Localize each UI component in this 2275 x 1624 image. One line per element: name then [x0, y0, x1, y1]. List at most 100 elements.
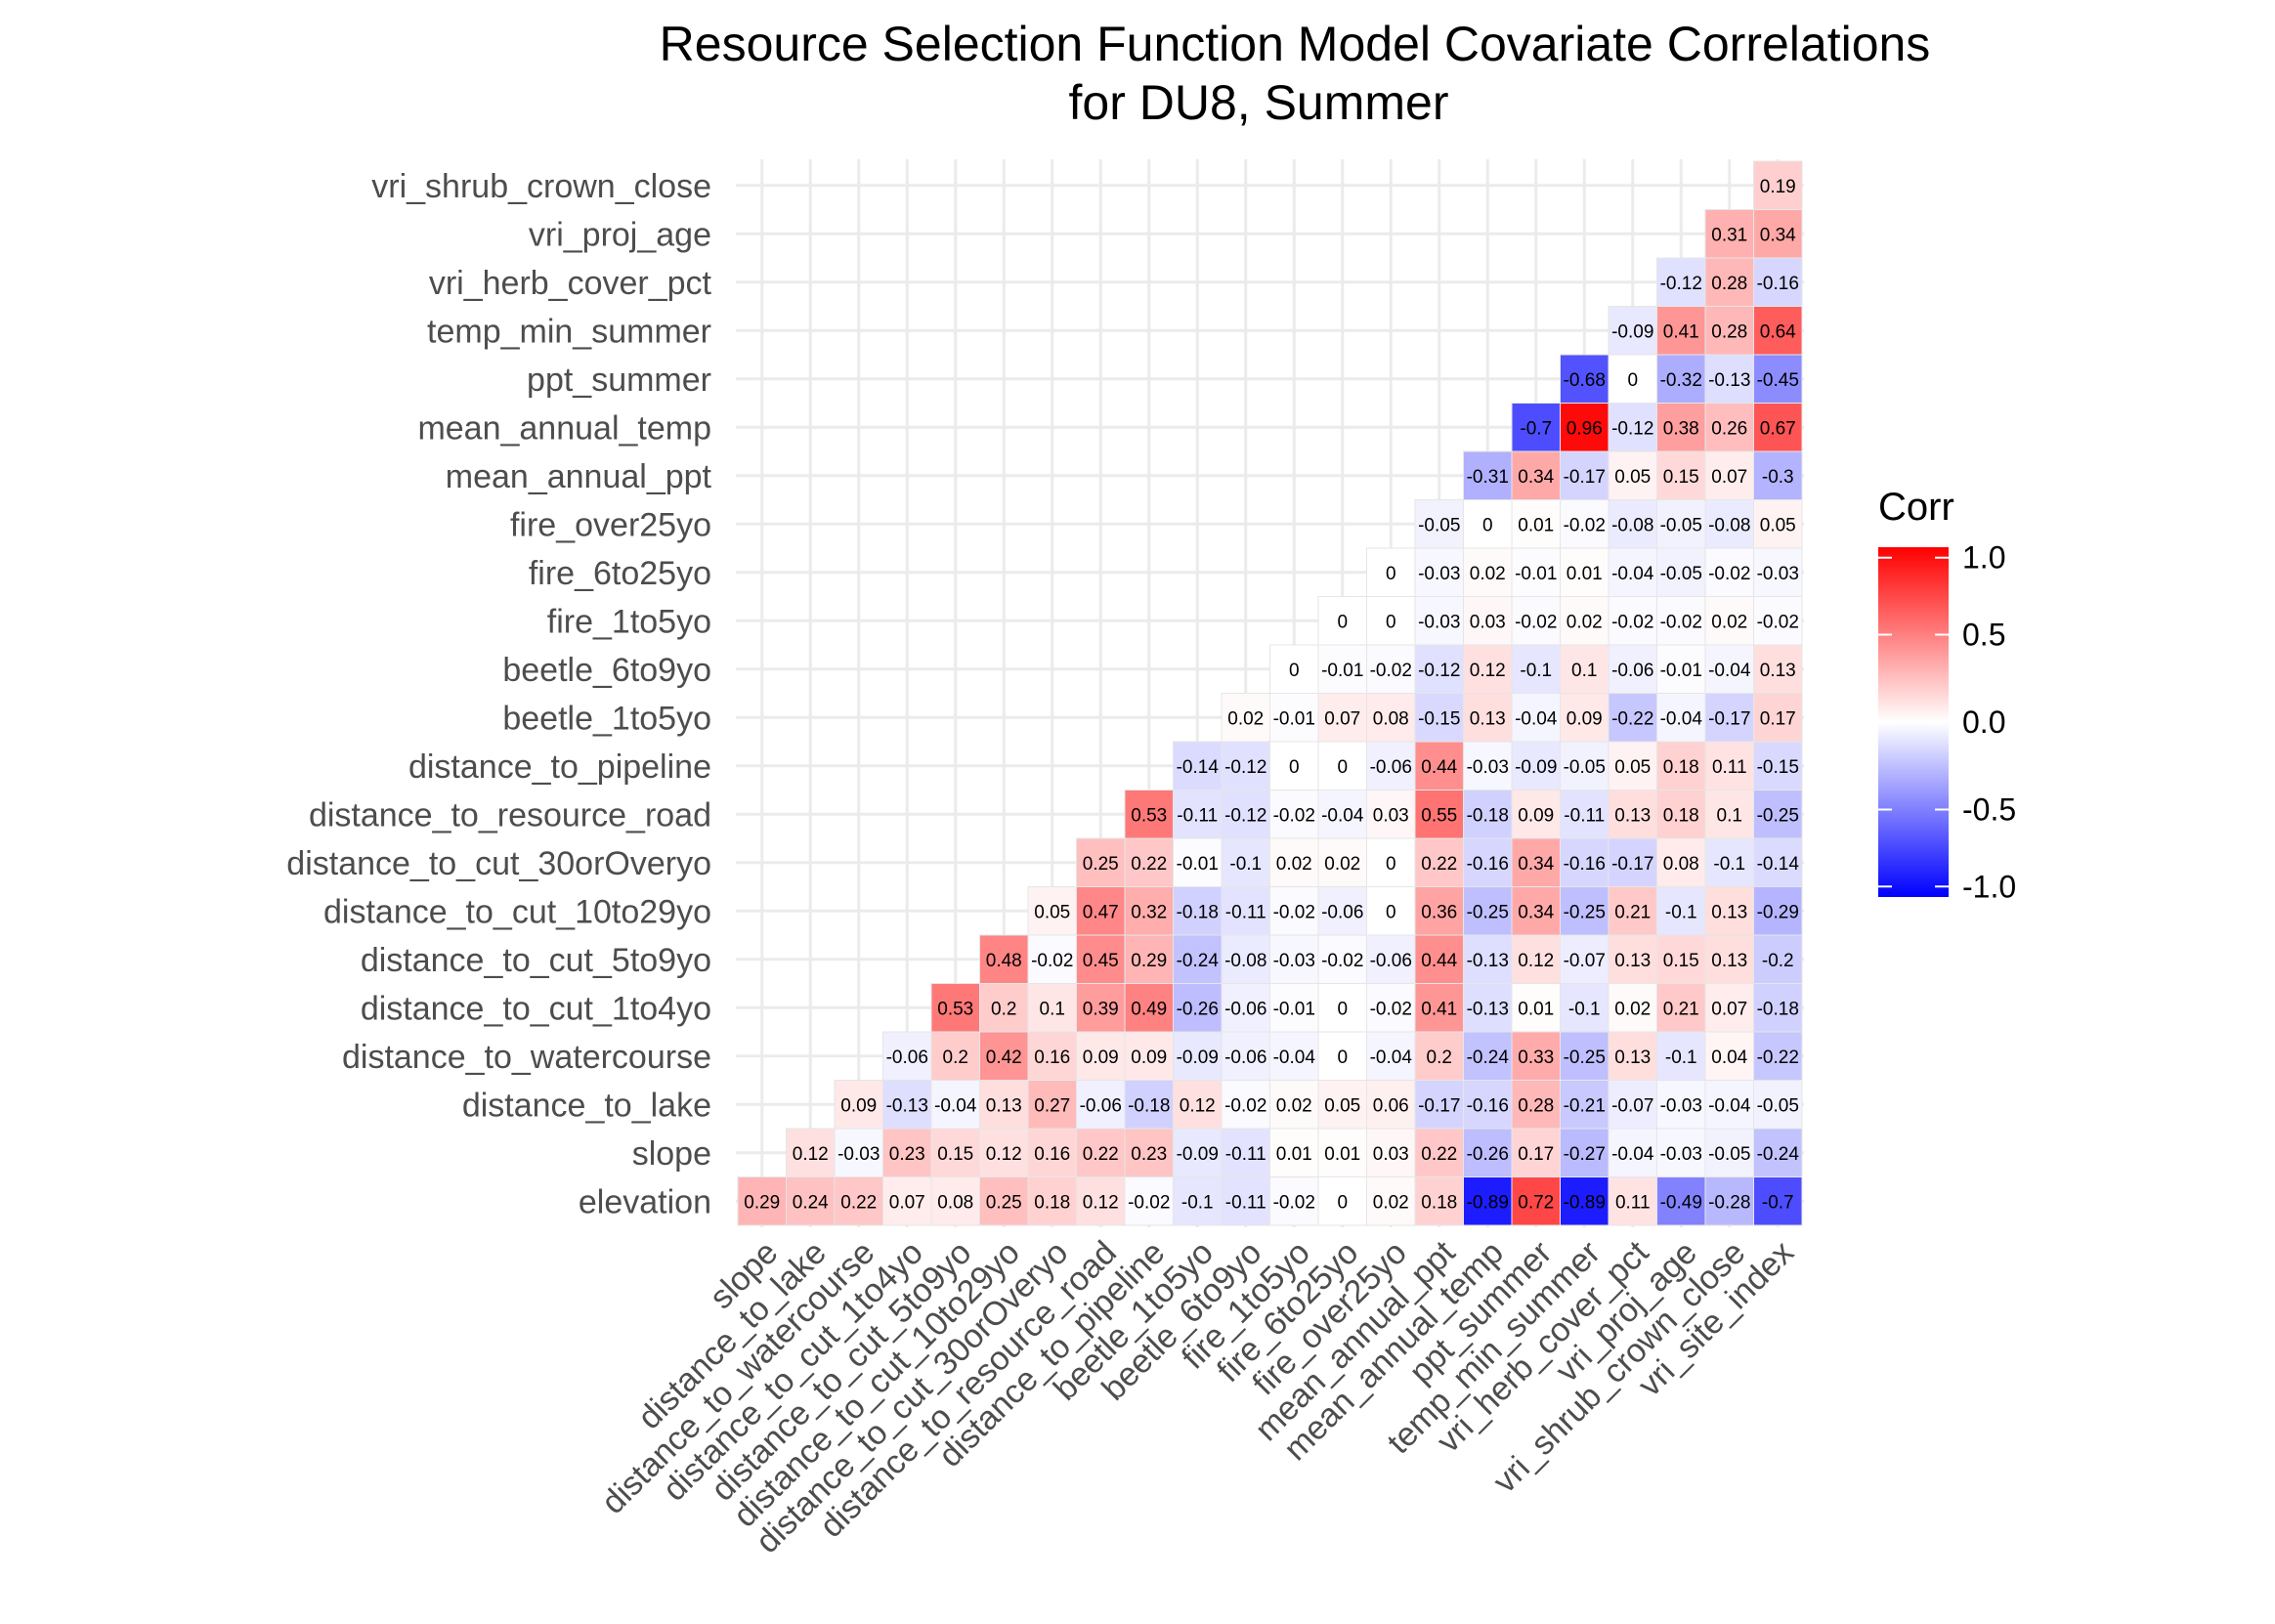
heatmap-cell-rect: [1414, 596, 1464, 646]
heatmap-cell: -0.31: [1463, 450, 1513, 500]
heatmap-cell: -0.04: [1656, 693, 1706, 743]
heatmap-cell-label: -0.25: [1564, 1047, 1606, 1068]
heatmap-cell-label: -0.06: [1370, 951, 1412, 971]
heatmap-cell: -0.24: [1753, 1128, 1803, 1177]
heatmap-cell: -0.05: [1414, 499, 1464, 549]
heatmap-cell-rect: [1463, 499, 1513, 549]
heatmap-cell-label: -0.05: [1660, 515, 1702, 535]
heatmap-cell-rect: [1753, 160, 1803, 210]
heatmap-cell-rect: [979, 934, 1029, 984]
heatmap-cell-label: 0.44: [1421, 951, 1457, 971]
heatmap-cell-label: 0.03: [1373, 805, 1409, 826]
heatmap-cell-label: 0.19: [1760, 177, 1796, 197]
heatmap-cell: 0.07: [1704, 983, 1754, 1033]
heatmap-cell-rect: [1463, 596, 1513, 646]
heatmap-cell-rect: [1463, 1080, 1513, 1130]
heatmap-cell-rect: [1753, 1080, 1803, 1130]
heatmap-cell: 0.38: [1656, 403, 1706, 452]
heatmap-cell: 0.03: [1366, 790, 1416, 839]
heatmap-cell: 0.34: [1511, 837, 1561, 887]
heatmap-cell-rect: [1656, 1031, 1706, 1081]
heatmap-cell-rect: [1366, 837, 1416, 887]
heatmap-cell-rect: [1027, 1031, 1077, 1081]
heatmap-cell-label: -0.01: [1273, 708, 1315, 729]
heatmap-cell-label: -0.02: [1273, 1192, 1315, 1213]
heatmap-cell-label: 0.22: [1421, 1144, 1457, 1165]
heatmap-cell-rect: [1608, 1031, 1657, 1081]
heatmap-cell-rect: [1076, 983, 1126, 1033]
heatmap-cell: 0.08: [1366, 693, 1416, 743]
heatmap-cell: -0.13: [1704, 354, 1754, 404]
heatmap-cell-label: 0.47: [1083, 902, 1119, 922]
heatmap-cell: 0.42: [979, 1031, 1029, 1081]
heatmap-cell: -0.03: [1463, 741, 1513, 791]
heatmap-cell-rect: [1463, 934, 1513, 984]
heatmap-cell: 0.01: [1511, 983, 1561, 1033]
heatmap-cell: 0.36: [1414, 886, 1464, 936]
heatmap-cell-rect: [1269, 790, 1319, 839]
heatmap-cell-label: -0.02: [1660, 612, 1702, 632]
heatmap-cell-rect: [1608, 983, 1657, 1033]
heatmap-cell: -0.02: [1317, 934, 1367, 984]
heatmap-cell: -0.03: [1753, 547, 1803, 597]
heatmap-cell-label: -0.12: [1418, 661, 1460, 681]
heatmap-cell-label: -0.02: [1273, 805, 1315, 826]
heatmap-cell: 0: [1317, 983, 1367, 1033]
heatmap-cell-label: -0.24: [1757, 1144, 1800, 1165]
heatmap-cell-rect: [1753, 644, 1803, 694]
heatmap-cell-rect: [1414, 790, 1464, 839]
heatmap-cell-rect: [1221, 790, 1270, 839]
heatmap-cell-label: -0.14: [1757, 854, 1800, 875]
heatmap-cell-label: 0: [1482, 515, 1493, 535]
y-tick-label: vri_shrub_crown_close: [371, 168, 711, 205]
heatmap-cell: -0.05: [1656, 499, 1706, 549]
heatmap-cell-label: -0.03: [1757, 564, 1799, 584]
heatmap-cell-label: -0.02: [1564, 515, 1606, 535]
heatmap-cell: -0.13: [882, 1080, 932, 1130]
heatmap-cell: 0.31: [1704, 209, 1754, 259]
heatmap-cell: -0.17: [1560, 450, 1610, 500]
heatmap-cell: 0.25: [1076, 837, 1126, 887]
heatmap-cell-rect: [1753, 450, 1803, 500]
heatmap-cell-rect: [1511, 547, 1561, 597]
heatmap-cell-rect: [1511, 450, 1561, 500]
heatmap-cell-label: -0.01: [1273, 999, 1315, 1019]
heatmap-cell: -0.03: [834, 1128, 883, 1177]
y-tick-label: temp_min_summer: [427, 313, 711, 350]
heatmap-cell-rect: [1221, 886, 1270, 936]
heatmap-cell: -0.06: [1366, 741, 1416, 791]
heatmap-cell-rect: [1076, 1031, 1126, 1081]
heatmap-cell-label: -0.16: [1757, 274, 1799, 294]
heatmap-cell: 0.15: [1656, 450, 1706, 500]
heatmap-cell-label: -0.03: [1467, 757, 1509, 778]
heatmap-cell: -0.1: [1704, 837, 1754, 887]
heatmap-cell-rect: [1317, 693, 1367, 743]
heatmap-cell: 0.72: [1511, 1176, 1561, 1226]
heatmap-cell-label: 0.29: [1131, 951, 1167, 971]
heatmap-cell-rect: [1560, 693, 1610, 743]
heatmap-cell-rect: [1317, 1176, 1367, 1226]
heatmap-cell-rect: [882, 1128, 932, 1177]
heatmap-cell-rect: [1656, 693, 1706, 743]
heatmap-cell: 0.18: [1656, 741, 1706, 791]
heatmap-cell: -0.22: [1608, 693, 1657, 743]
heatmap-cell: -0.68: [1560, 354, 1610, 404]
heatmap-cell-label: -0.1: [1665, 902, 1697, 922]
heatmap-cell-rect: [1221, 741, 1270, 791]
y-tick-label: distance_to_cut_1to4yo: [361, 990, 711, 1027]
heatmap-cell: -0.02: [1560, 499, 1610, 549]
heatmap-cell: 0.12: [1463, 644, 1513, 694]
heatmap-cell: 0.16: [1027, 1031, 1077, 1081]
heatmap-cell: 0.53: [1124, 790, 1174, 839]
heatmap-cell-rect: [1124, 837, 1174, 887]
heatmap-cell: -0.05: [1704, 1128, 1754, 1177]
heatmap-cell-rect: [1608, 306, 1657, 356]
heatmap-cell: -0.13: [1463, 934, 1513, 984]
heatmap-cell-label: 0.22: [840, 1192, 877, 1213]
heatmap-cell-label: 0.23: [889, 1144, 925, 1165]
heatmap-cell: 0.22: [834, 1176, 883, 1226]
heatmap-cell-label: 0: [1386, 612, 1396, 632]
heatmap-cell-label: -0.02: [1370, 999, 1412, 1019]
heatmap-cell-label: 0.41: [1421, 999, 1457, 1019]
heatmap-cell: 0.64: [1753, 306, 1803, 356]
